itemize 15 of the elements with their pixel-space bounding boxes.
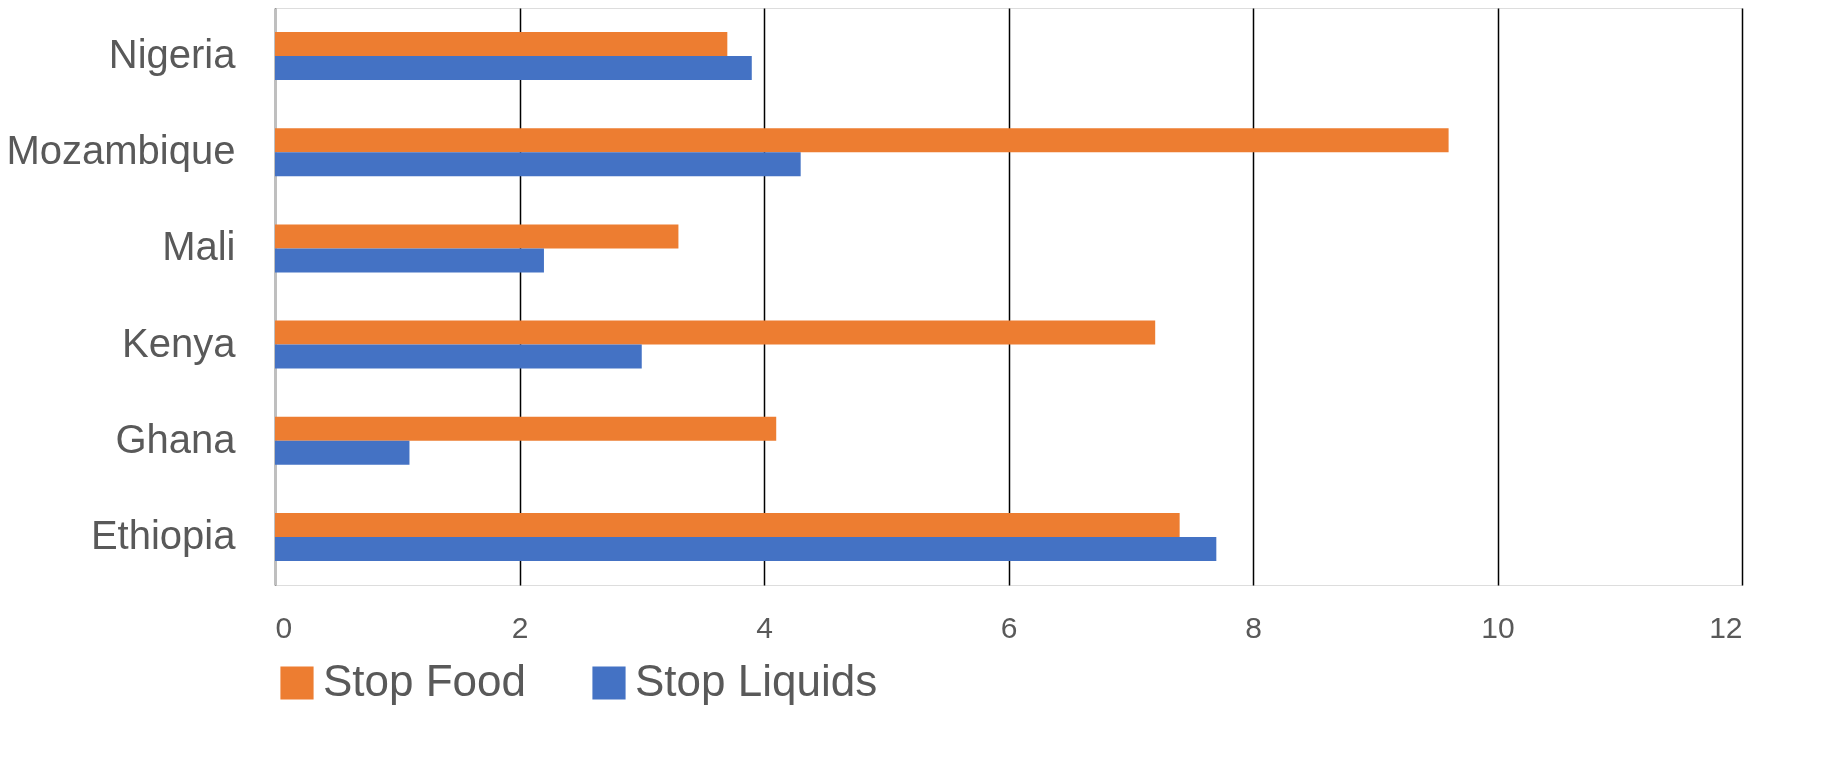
y-tick-label: Nigeria xyxy=(108,32,237,77)
x-tick-label: 12 xyxy=(1709,610,1743,644)
legend-label: Stop Food xyxy=(323,656,527,705)
x-tick-label: 10 xyxy=(1481,610,1515,644)
y-tick-label: Mali xyxy=(162,224,236,269)
x-tick-label: 8 xyxy=(1245,610,1262,644)
x-tick-label: 2 xyxy=(511,610,529,644)
x-tick-label: 6 xyxy=(1000,610,1018,644)
y-tick-label: Kenya xyxy=(122,320,237,365)
y-tick-label: Ethiopia xyxy=(90,512,237,557)
y-tick-label: Ghana xyxy=(115,416,237,461)
y-tick-label: Mozambique xyxy=(6,128,236,173)
legend-label: Stop Liquids xyxy=(635,656,878,705)
x-tick-label: 4 xyxy=(756,610,773,644)
x-tick-label: 0 xyxy=(275,610,293,644)
